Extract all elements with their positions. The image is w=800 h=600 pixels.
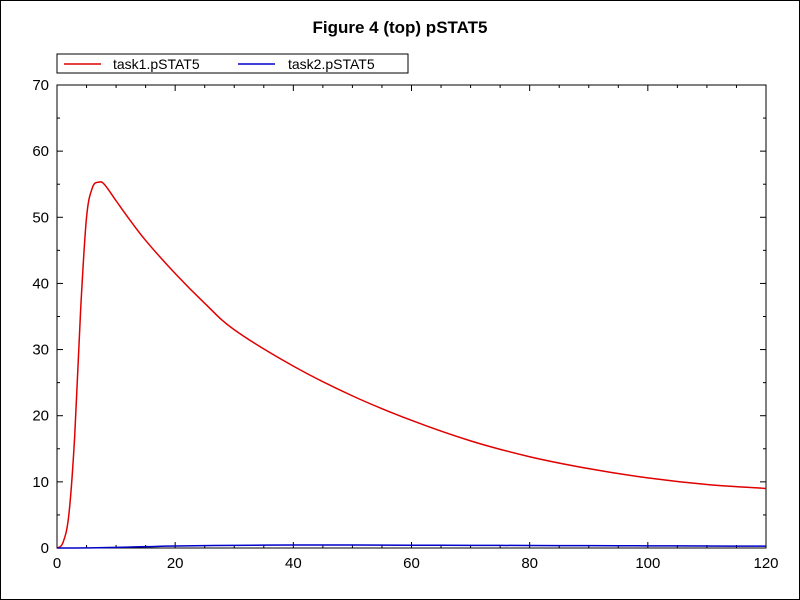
y-tick-label: 10 [32,474,49,491]
y-tick-label: 50 [32,209,49,226]
series-line-task1 [56,181,767,549]
y-tick-label: 20 [32,408,49,425]
y-tick-label: 40 [32,275,49,292]
series-line-task2 [56,544,767,549]
y-tick-label: 70 [32,77,49,94]
legend-label-task1: task1.pSTAT5 [113,56,200,72]
chart-title: Figure 4 (top) pSTAT5 [312,18,487,37]
x-tick-label: 40 [285,555,302,572]
plot-area-border [56,84,767,549]
x-tick-label: 80 [521,555,538,572]
y-tick-label: 60 [32,143,49,160]
x-tick-label: 0 [53,555,61,572]
x-tick-label: 120 [753,555,778,572]
y-tick-label: 0 [41,540,49,557]
x-tick-label: 20 [167,555,184,572]
legend-label-task2: task2.pSTAT5 [288,56,375,72]
legend-box [56,53,409,74]
x-tick-label: 60 [403,555,420,572]
y-tick-label: 30 [32,342,49,359]
legend: task1.pSTAT5 task2.pSTAT5 [56,53,409,74]
x-tick-label: 100 [635,555,660,572]
